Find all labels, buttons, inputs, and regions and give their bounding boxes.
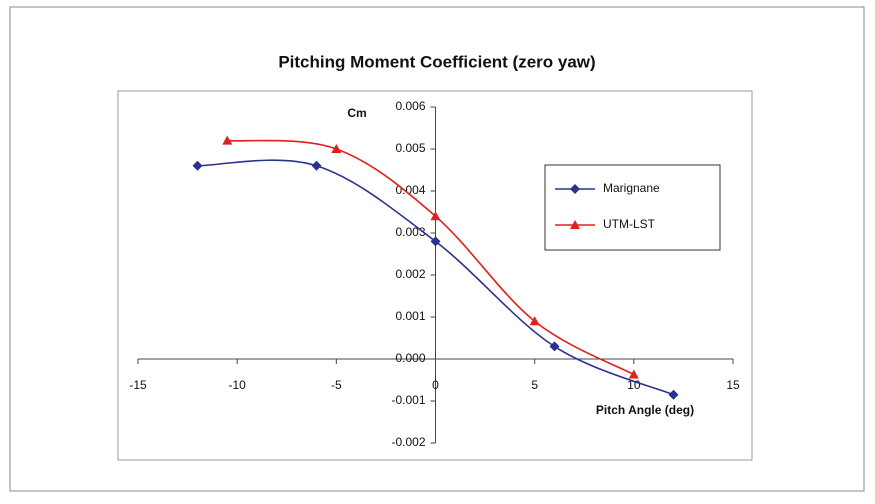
legend-label: Marignane — [603, 181, 660, 195]
marker — [311, 160, 322, 171]
y-tick-label: 0.000 — [395, 351, 425, 365]
x-tick-label: -5 — [331, 378, 342, 392]
marker — [222, 135, 233, 145]
x-tick-label: 10 — [627, 378, 641, 392]
marker — [668, 389, 679, 400]
legend-box — [544, 164, 721, 251]
legend-label: UTM-LST — [603, 217, 656, 231]
marker — [192, 160, 203, 171]
y-tick-label: 0.005 — [395, 141, 425, 155]
x-tick-label: -15 — [129, 378, 147, 392]
y-axis-label: Cm — [347, 106, 366, 120]
marker — [430, 211, 441, 221]
marker — [549, 341, 560, 352]
marker — [529, 316, 540, 326]
y-tick-label: 0.002 — [395, 267, 425, 281]
y-tick-label: 0.003 — [395, 225, 425, 239]
marker — [570, 220, 580, 229]
marker — [430, 236, 441, 247]
marker — [570, 184, 580, 194]
y-tick-label: 0.001 — [395, 309, 425, 323]
x-tick-label: 5 — [531, 378, 538, 392]
y-tick-label: -0.001 — [391, 393, 425, 407]
x-tick-label: -10 — [228, 378, 246, 392]
x-axis-label: Pitch Angle (deg) — [596, 403, 694, 417]
marker — [628, 369, 639, 379]
chart-title: Pitching Moment Coefficient (zero yaw) — [278, 52, 595, 71]
y-tick-label: 0.004 — [395, 183, 425, 197]
y-tick-label: -0.002 — [391, 435, 425, 449]
x-tick-label: 15 — [726, 378, 740, 392]
x-tick-label: 0 — [432, 378, 439, 392]
y-tick-label: 0.006 — [395, 99, 425, 113]
marker — [331, 144, 342, 153]
